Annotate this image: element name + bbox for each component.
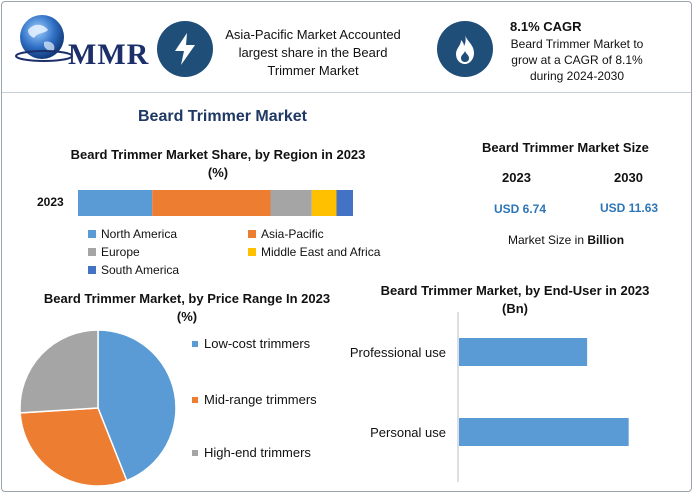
pie-legend: Low-cost trimmers Mid-range trimmers Hig… xyxy=(192,336,342,466)
legend-europe: Europe xyxy=(88,245,140,259)
region-bar-segment-south-america xyxy=(336,190,353,216)
legend-low-cost: Low-cost trimmers xyxy=(192,336,310,351)
lightning-icon xyxy=(175,33,195,65)
end-user-bar-chart: Professional use Personal use xyxy=(350,312,629,482)
region-legend: North America Asia-Pacific Europe Middle… xyxy=(88,227,418,281)
end-user-label-professional-use: Professional use xyxy=(350,345,446,360)
flame-icon xyxy=(456,34,474,64)
cagr-title: 8.1% CAGR xyxy=(510,19,582,34)
logo-text: MMR xyxy=(68,38,150,71)
end-user-bar-personal-use xyxy=(459,418,629,446)
header-divider xyxy=(2,92,691,93)
region-bar-segment-north-america xyxy=(78,190,153,216)
market-size-year-2023: 2023 xyxy=(502,170,531,185)
pie-slice-low-cost-trimmers xyxy=(97,329,177,482)
market-size-value-2030: USD 11.63 xyxy=(600,201,659,215)
market-size-year-2030: 2030 xyxy=(614,170,643,185)
legend-high-end: High-end trimmers xyxy=(192,445,311,460)
legend-south-america: South America xyxy=(88,263,179,277)
market-size-title: Beard Trimmer Market Size xyxy=(482,140,649,155)
region-bar-segment-asia-pacific xyxy=(152,190,271,216)
end-user-bar-professional-use xyxy=(459,338,588,366)
flame-circle xyxy=(437,21,493,77)
region-chart-title: Beard Trimmer Market Share, by Region in… xyxy=(70,147,366,180)
end-user-chart-title: Beard Trimmer Market, by End-User in 202… xyxy=(380,283,650,316)
region-bar-segment-middle-east-and-africa xyxy=(311,190,337,216)
mmr-logo: MMR xyxy=(12,12,148,71)
end-user-label-personal-use: Personal use xyxy=(370,425,446,440)
price-range-chart-title: Beard Trimmer Market, by Price Range In … xyxy=(43,291,331,324)
header-item2: 8.1% CAGR Beard Trimmer Market to grow a… xyxy=(497,19,657,84)
legend-asia-pacific: Asia-Pacific xyxy=(248,227,324,241)
legend-north-america: North America xyxy=(88,227,177,241)
price-range-pie-chart xyxy=(19,329,177,487)
legend-mid-range: Mid-range trimmers xyxy=(192,392,317,407)
market-size-note: Market Size in Billion xyxy=(508,233,625,247)
region-stacked-bar-chart xyxy=(78,190,353,216)
pie-slice-mid-range-trimmers xyxy=(19,407,128,487)
region-bar-segment-europe xyxy=(270,190,312,216)
cagr-text: Beard Trimmer Market to grow at a CAGR o… xyxy=(510,37,644,83)
pie-slice-high-end-trimmers xyxy=(19,329,99,414)
market-size-value-2023: USD 6.74 xyxy=(494,202,547,216)
main-title: Beard Trimmer Market xyxy=(138,108,307,125)
lightning-circle xyxy=(157,21,213,77)
header-item1-text: Asia-Pacific Market Accounted largest sh… xyxy=(225,27,401,78)
region-category-label: 2023 xyxy=(37,195,64,209)
legend-mea: Middle East and Africa xyxy=(248,245,380,259)
globe-icon xyxy=(15,15,73,62)
